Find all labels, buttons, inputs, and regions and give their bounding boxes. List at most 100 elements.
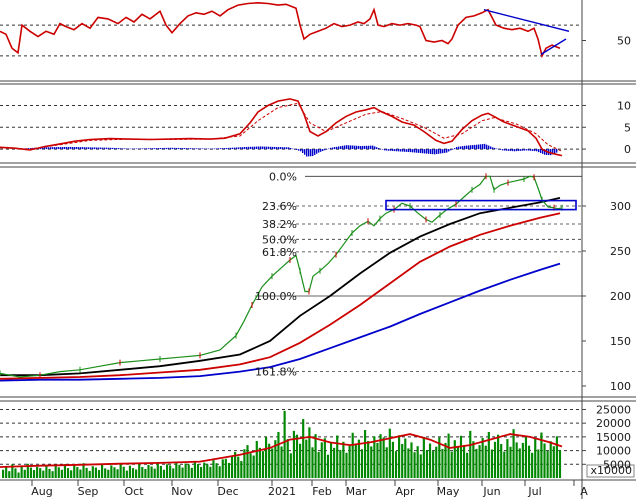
volume-bar: [515, 442, 518, 478]
volume-bar: [196, 464, 200, 478]
volume-ytick-label: 10000: [596, 445, 631, 458]
macd-histogram-bar: [434, 149, 436, 155]
macd-histogram-bar: [88, 147, 90, 150]
volume-bar: [150, 466, 153, 478]
volume-bar: [230, 456, 234, 478]
macd-histogram-bar: [278, 147, 280, 150]
volume-bar: [85, 467, 88, 478]
macd-histogram-bar: [82, 147, 84, 150]
volume-bar: [274, 440, 277, 478]
macd-histogram-bar: [140, 148, 142, 150]
volume-bar: [11, 464, 14, 478]
macd-histogram-bar: [510, 149, 512, 151]
macd-histogram-bar: [544, 149, 546, 155]
macd-histogram-bar: [136, 148, 138, 150]
volume-bar: [20, 465, 23, 478]
macd-histogram-bar: [286, 147, 288, 150]
macd-histogram-bar: [46, 147, 48, 150]
macd-histogram-bar: [460, 146, 462, 150]
macd-histogram-bar: [282, 147, 284, 150]
macd-histogram-bar: [522, 149, 524, 151]
macd-histogram-bar: [346, 145, 348, 150]
volume-bar: [404, 438, 407, 478]
macd-histogram-bar: [554, 149, 556, 154]
macd-histogram-bar: [396, 149, 398, 152]
volume-bar: [456, 447, 459, 478]
macd-histogram-bar: [536, 149, 538, 152]
macd-histogram-bar: [270, 146, 272, 150]
volume-bar: [215, 463, 218, 478]
volume-bar: [36, 466, 39, 478]
volume-bar: [172, 468, 175, 478]
macd-histogram-bar: [470, 145, 472, 150]
macd-histogram-bar: [234, 147, 236, 150]
volume-bar: [444, 442, 447, 478]
macd-histogram-bar: [450, 149, 452, 151]
volume-bar: [286, 439, 289, 478]
volume-bar: [268, 443, 271, 478]
volume-bar: [169, 465, 172, 478]
macd-histogram-bar: [116, 148, 118, 150]
macd-histogram-bar: [556, 149, 558, 153]
volume-bar: [48, 468, 51, 478]
macd-histogram-bar: [166, 147, 168, 150]
macd-histogram-bar: [190, 148, 192, 150]
volume-bar: [326, 454, 330, 478]
macd-histogram-bar: [170, 147, 172, 150]
volume-bar: [413, 452, 416, 478]
macd-histogram-bar: [432, 149, 434, 155]
macd-histogram-bar: [462, 146, 464, 150]
macd-histogram-bar: [184, 148, 186, 150]
volume-bar: [178, 464, 181, 478]
volume-bar: [388, 428, 391, 478]
volume-bar: [97, 470, 101, 478]
macd-histogram-bar: [506, 149, 508, 151]
volume-bar: [51, 471, 54, 478]
macd-histogram-bar: [426, 149, 428, 154]
macd-histogram-bar: [296, 149, 298, 150]
volume-bar: [493, 441, 497, 478]
macd-histogram-bar: [212, 148, 214, 150]
volume-bar: [258, 447, 261, 478]
volume-bar: [246, 445, 249, 478]
macd-histogram-bar: [130, 148, 132, 150]
macd-histogram-bar: [56, 147, 58, 150]
macd-histogram-bar: [150, 148, 152, 150]
macd-histogram-bar: [388, 149, 390, 151]
macd-histogram-bar: [504, 149, 506, 151]
volume-bar: [138, 462, 141, 478]
volume-bar: [543, 443, 546, 478]
macd-histogram-bar: [514, 149, 516, 152]
volume-bar: [453, 440, 456, 478]
xtick-label: Aug: [31, 485, 52, 498]
volume-bar: [521, 442, 524, 478]
macd-histogram-bar: [188, 148, 190, 150]
macd-histogram-bar: [332, 147, 334, 150]
macd-histogram-bar: [264, 146, 266, 150]
moving-average-line: [0, 262, 561, 382]
macd-histogram-bar: [104, 147, 106, 150]
macd-histogram-bar: [348, 145, 350, 150]
macd-histogram-bar: [350, 145, 352, 150]
macd-histogram-bar: [482, 144, 484, 150]
volume-bar: [555, 436, 558, 478]
macd-histogram-bar: [108, 147, 110, 150]
volume-bar: [17, 472, 20, 478]
xtick-label: Feb: [312, 485, 331, 498]
macd-histogram-bar: [394, 149, 396, 152]
volume-bar: [141, 467, 144, 478]
volume-bar: [317, 451, 320, 478]
price-ytick-label: 150: [610, 335, 631, 348]
volume-bar: [119, 463, 122, 478]
volume-unit-box: [586, 464, 635, 478]
volume-ma-line: [0, 433, 563, 468]
macd-histogram-bar: [254, 146, 256, 150]
volume-bar: [311, 447, 314, 478]
consolidation-box: [385, 199, 577, 211]
volume-bar: [299, 443, 302, 478]
macd-histogram-bar: [336, 146, 338, 150]
volume-bar: [125, 470, 128, 478]
macd-histogram-bar: [250, 146, 252, 150]
macd-histogram-bar: [500, 149, 502, 150]
volume-bar: [206, 463, 209, 478]
